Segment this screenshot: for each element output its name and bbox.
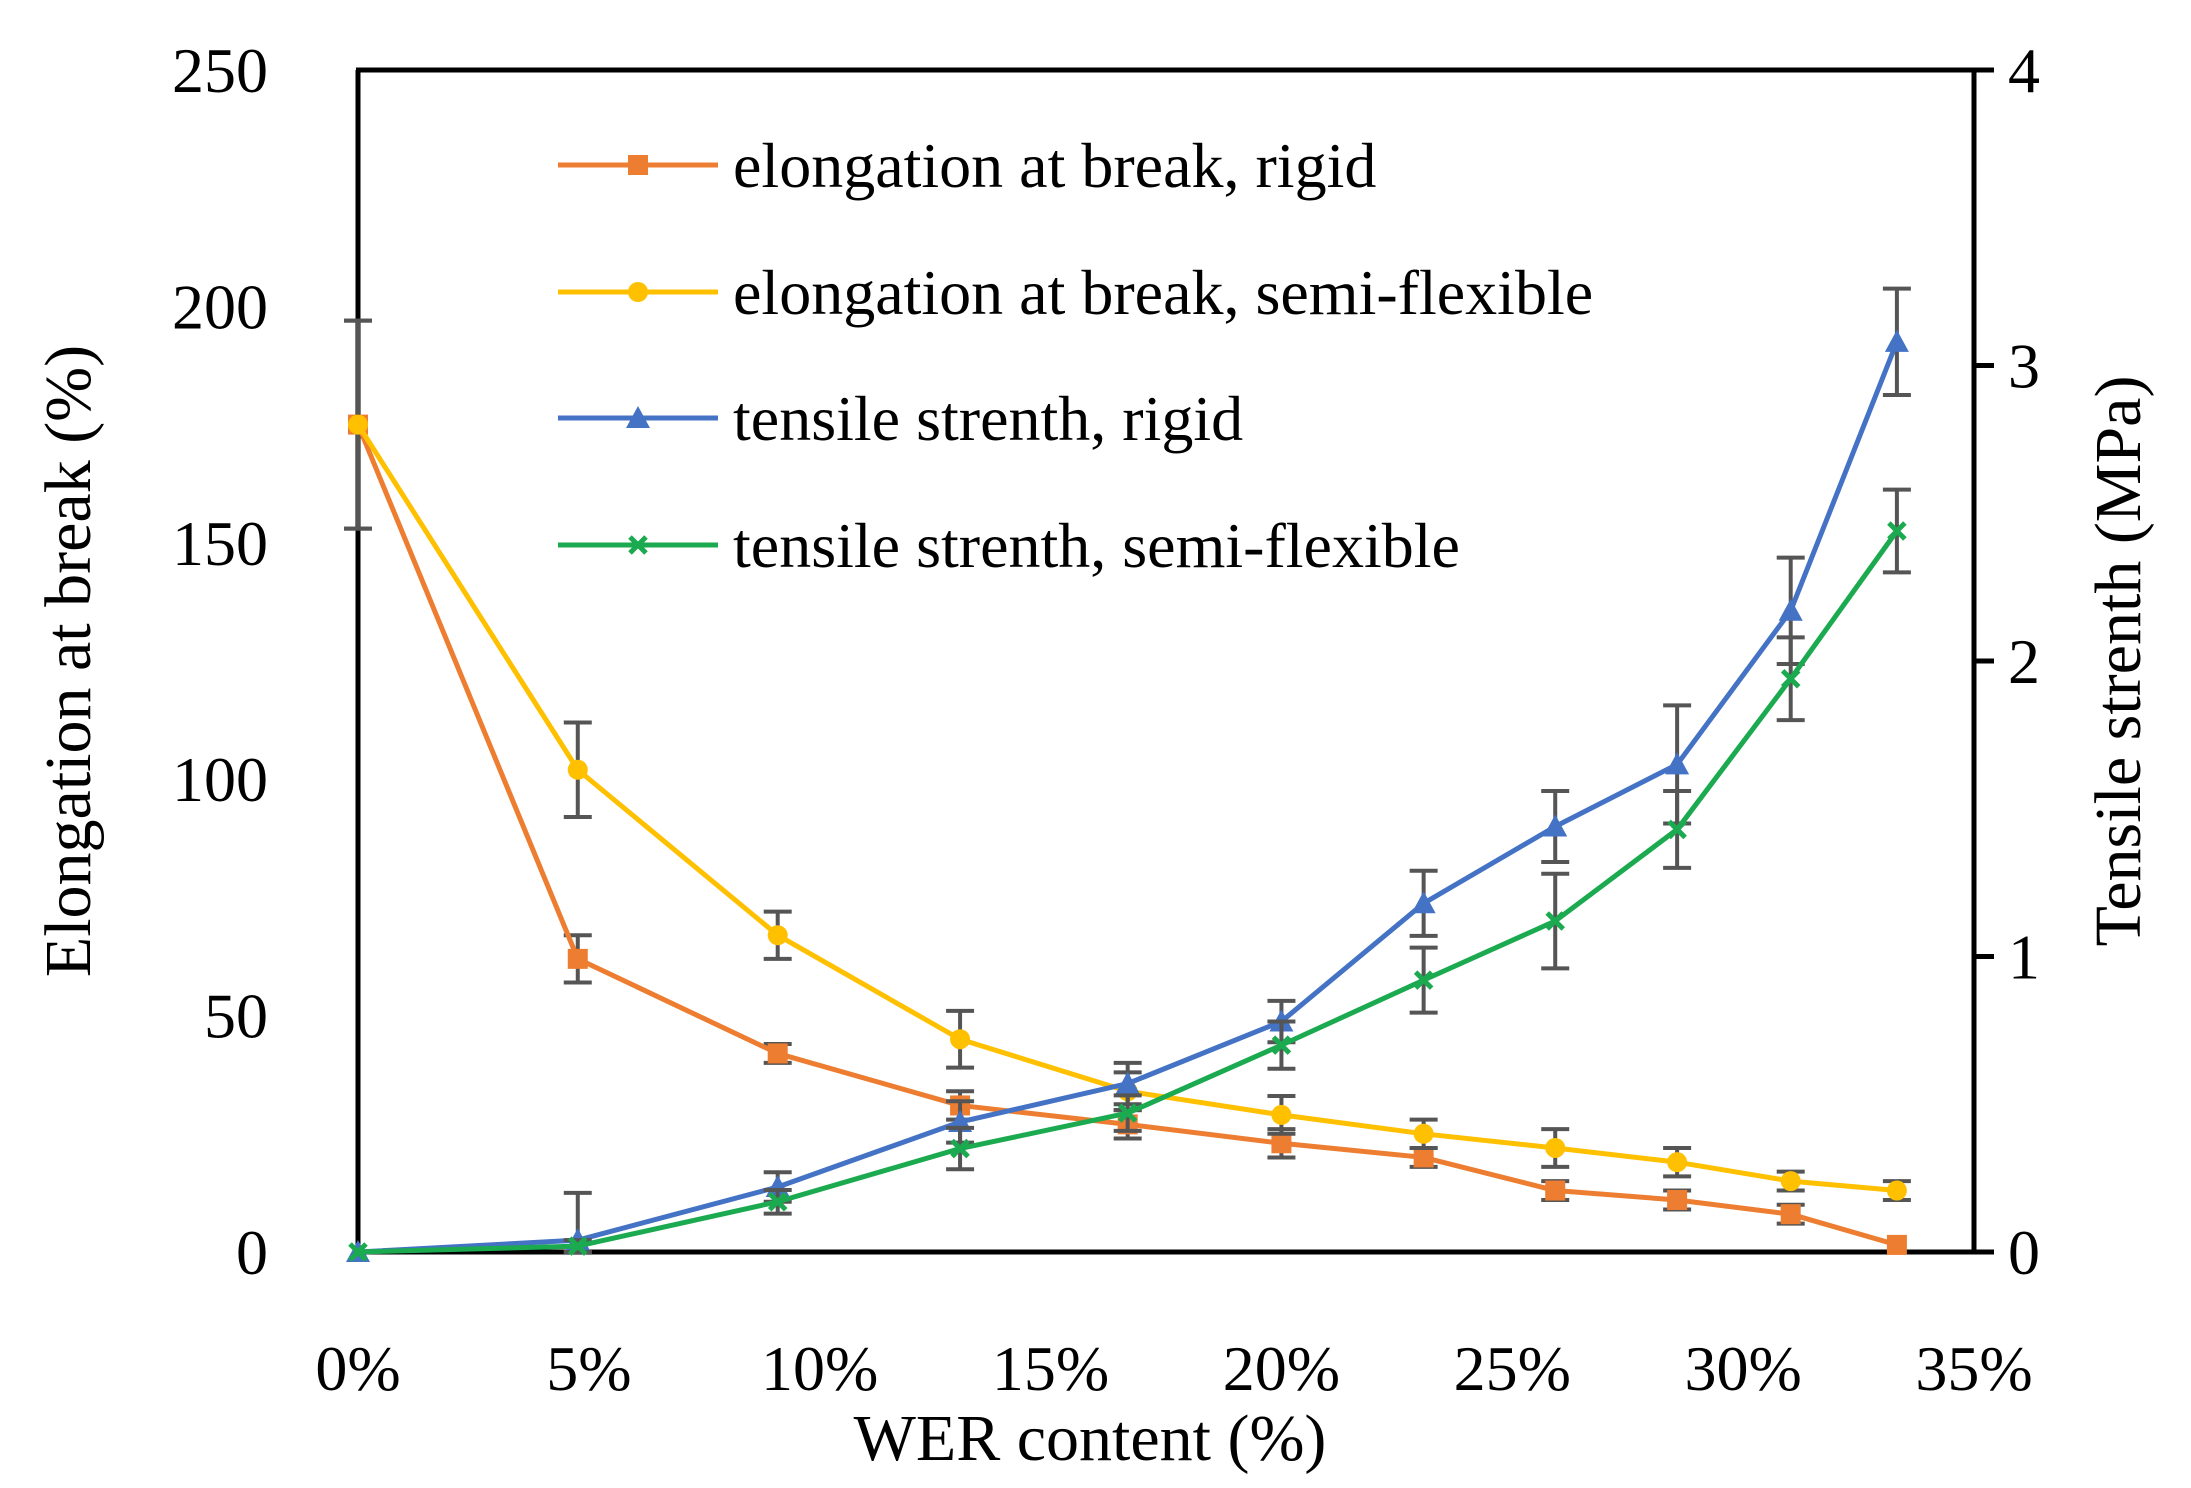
- y-left-axis-title: Elongation at break (%): [32, 345, 105, 977]
- y-right-tick-label: 3: [2008, 331, 2040, 402]
- data-point: [1884, 329, 1909, 352]
- right-axis-ticks: [1974, 67, 1994, 1255]
- legend-item-elongation-semi-flexible: elongation at break, semi-flexible: [558, 257, 1593, 328]
- y-right-tick-labels: 0 1 2 3 4: [2008, 35, 2040, 1288]
- x-tick-label: 20%: [1223, 1333, 1340, 1404]
- legend-marker-x: [628, 535, 648, 555]
- legend-marker-circle: [628, 282, 648, 302]
- data-point: [1117, 1103, 1138, 1123]
- data-point: [1413, 1123, 1434, 1144]
- data-point: [567, 948, 588, 969]
- data-point: [1780, 1204, 1801, 1225]
- series-elongation-at-break-semi-flexible: [344, 318, 1911, 1202]
- data-point: [1886, 1180, 1907, 1201]
- x-tick-label: 30%: [1684, 1333, 1801, 1404]
- legend-marker-triangle: [626, 406, 650, 428]
- y-right-tick-label: 4: [2008, 35, 2040, 106]
- data-point: [1667, 1189, 1688, 1210]
- y-right-axis-title: Tensile strenth (MPa): [2082, 376, 2155, 947]
- data-point: [1545, 911, 1565, 931]
- data-point: [1780, 668, 1801, 689]
- legend-label-tensile-rigid: tensile strenth, rigid: [733, 383, 1243, 454]
- series-layer: [344, 286, 1911, 1262]
- y-right-tick-label: 0: [2008, 1217, 2040, 1288]
- y-left-tick-label: 250: [172, 35, 268, 106]
- y-left-tick-label: 50: [204, 981, 268, 1052]
- legend-label-elongation-rigid: elongation at break, rigid: [733, 130, 1376, 201]
- data-point: [1545, 1180, 1566, 1201]
- data-point: [348, 414, 368, 435]
- data-point: [1543, 814, 1568, 837]
- legend-label-tensile-semi-flexible: tensile strenth, semi-flexible: [733, 510, 1460, 581]
- data-point: [1667, 819, 1687, 840]
- x-tick-label: 25%: [1454, 1333, 1571, 1404]
- data-point: [1413, 970, 1434, 990]
- y-left-tick-label: 200: [172, 271, 268, 342]
- series-elongation-at-break-rigid: [344, 318, 1907, 1255]
- legend-item-elongation-rigid: elongation at break, rigid: [558, 130, 1376, 201]
- data-point: [1271, 1035, 1292, 1055]
- legend: elongation at break, rigid elongation at…: [558, 130, 1593, 581]
- y-right-tick-label: 1: [2008, 922, 2040, 993]
- data-point: [1271, 1104, 1292, 1125]
- legend-item-tensile-semi-flexible: tensile strenth, semi-flexible: [558, 510, 1460, 581]
- data-point: [950, 1138, 970, 1159]
- legend-marker-square: [628, 155, 648, 175]
- data-point: [1411, 891, 1436, 914]
- x-axis-title: WER content (%): [854, 1402, 1327, 1475]
- x-tick-label: 15%: [992, 1333, 1109, 1404]
- x-tick-label: 10%: [761, 1333, 878, 1404]
- legend-label-elongation-semi-flexible: elongation at break, semi-flexible: [733, 257, 1593, 328]
- data-point: [1886, 1234, 1907, 1255]
- data-point: [1667, 1152, 1688, 1173]
- data-point: [1115, 1071, 1140, 1094]
- plot-frame: [355, 67, 1977, 1255]
- data-point: [767, 925, 788, 946]
- data-point: [767, 1192, 788, 1212]
- x-tick-label: 35%: [1915, 1333, 2032, 1404]
- data-point: [1413, 1147, 1434, 1168]
- y-left-tick-label: 0: [236, 1217, 268, 1288]
- data-point: [1887, 521, 1907, 541]
- data-point: [568, 1236, 588, 1256]
- data-point: [1780, 1171, 1801, 1192]
- y-left-tick-labels: 0 50 100 150 200 250: [172, 35, 268, 1288]
- data-point: [767, 1043, 788, 1064]
- data-point: [567, 759, 588, 780]
- y-right-tick-label: 2: [2008, 626, 2040, 697]
- data-point: [950, 1029, 971, 1050]
- data-point: [1545, 1137, 1566, 1158]
- x-tick-label: 0%: [315, 1333, 400, 1404]
- y-left-tick-label: 100: [172, 744, 268, 815]
- data-point: [348, 1242, 368, 1262]
- error-bars-elongation-at-break-semi-flexible: [344, 318, 1911, 1202]
- legend-item-tensile-rigid: tensile strenth, rigid: [558, 383, 1243, 454]
- data-point: [1665, 752, 1690, 775]
- x-tick-label: 5%: [546, 1333, 631, 1404]
- series-tensile-strenth-semi-flexible: [348, 487, 1911, 1262]
- data-point: [1271, 1133, 1292, 1154]
- data-point: [1778, 598, 1803, 621]
- y-left-tick-label: 150: [172, 508, 268, 579]
- x-tick-labels: 0% 5% 10% 15% 20% 25% 30% 35%: [315, 1333, 2032, 1404]
